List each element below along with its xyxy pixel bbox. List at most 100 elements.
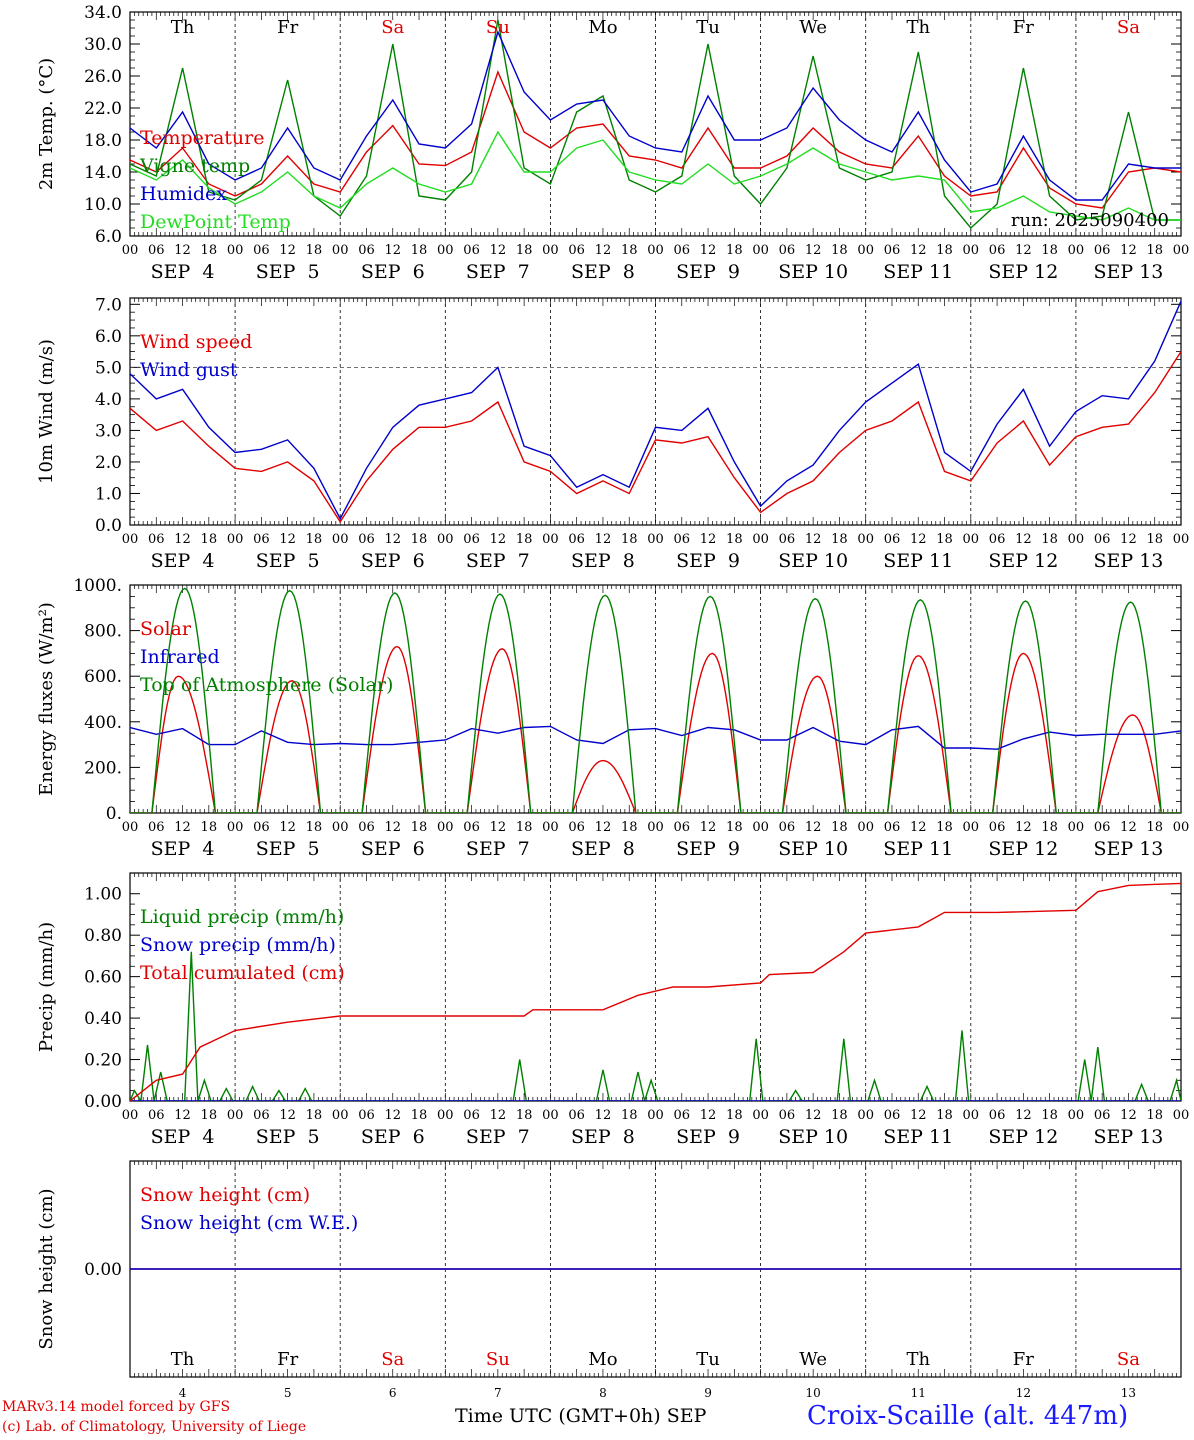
series-group <box>130 19 1181 230</box>
hour-tick-label: 00 <box>227 1108 244 1123</box>
hour-tick-label: 00 <box>1173 820 1190 835</box>
date-label: SEP 9 <box>676 838 740 860</box>
hour-tick-label: 06 <box>148 820 165 835</box>
day-number-label: 6 <box>389 1386 397 1400</box>
hour-tick-label: 18 <box>936 532 953 547</box>
hour-tick-label: 06 <box>884 532 901 547</box>
panel-1: 0.0 1.0 2.0 3.0 4.0 5.0 6.0 7.0 10m Wind (m/s) Wi… <box>36 295 1189 572</box>
hour-tick-label: 18 <box>516 1108 533 1123</box>
date-label: SEP 10 <box>778 838 848 860</box>
series-solar <box>130 645 1181 813</box>
date-label: SEP 5 <box>256 1126 320 1148</box>
date-label: SEP 12 <box>988 550 1058 572</box>
date-label: SEP 5 <box>256 261 320 283</box>
hour-tick-label: 00 <box>857 1108 874 1123</box>
hour-tick-label: 00 <box>542 820 559 835</box>
y-axis-label: Energy fluxes (W/m²) <box>36 602 57 796</box>
hour-tick-label: 18 <box>726 243 743 258</box>
panel-0: 6.0 10.0 14.0 18.0 22.0 26.0 30.0 34.0 2m Temp. … <box>36 3 1189 283</box>
weekday-label: Sa <box>381 17 404 38</box>
legend-series-vigne-temp: Vigne temp <box>139 155 250 177</box>
hour-tick-label: 06 <box>1094 243 1111 258</box>
hour-tick-label: 00 <box>332 532 349 547</box>
hour-tick-label: 18 <box>1041 243 1058 258</box>
hour-tick-label: 06 <box>989 1108 1006 1123</box>
hour-tick-label: 18 <box>936 820 953 835</box>
date-label: SEP 6 <box>361 1126 425 1148</box>
hour-tick-label: 06 <box>779 532 796 547</box>
hour-tick-label: 12 <box>490 1108 507 1123</box>
y-tick-label: 200. <box>84 758 122 778</box>
hour-tick-label: 06 <box>674 1108 691 1123</box>
hour-tick-label: 06 <box>779 820 796 835</box>
hour-tick-label: 12 <box>595 820 612 835</box>
hour-tick-label: 12 <box>490 243 507 258</box>
series-wind-speed <box>130 351 1181 524</box>
hour-tick-label: 12 <box>174 820 191 835</box>
y-tick-label: 0.80 <box>84 926 122 946</box>
station-title: Croix-Scaille (alt. 447m) <box>807 1401 1129 1431</box>
hour-tick-label: 18 <box>831 243 848 258</box>
weekday-label: Th <box>171 17 195 38</box>
date-label: SEP 13 <box>1094 1126 1164 1148</box>
hour-tick-label: 18 <box>201 532 218 547</box>
date-label: SEP 4 <box>151 550 215 572</box>
date-label: SEP 8 <box>571 1126 635 1148</box>
date-label: SEP 8 <box>571 261 635 283</box>
y-tick-label: 0.0 <box>95 516 122 536</box>
hour-tick-label: 06 <box>358 532 375 547</box>
hour-tick-label: 18 <box>831 532 848 547</box>
series-infrared <box>130 725 1181 750</box>
y-tick-label: 7.0 <box>95 295 122 315</box>
hour-tick-label: 06 <box>148 243 165 258</box>
hour-tick-label: 12 <box>1120 532 1137 547</box>
weekday-label: Fr <box>1013 17 1034 38</box>
day-number-label: 7 <box>494 1386 502 1400</box>
hour-tick-label: 18 <box>411 1108 428 1123</box>
hour-tick-label: 18 <box>621 532 638 547</box>
hour-tick-label: 18 <box>201 243 218 258</box>
day-number-label: 9 <box>704 1386 712 1400</box>
hour-tick-label: 12 <box>910 1108 927 1123</box>
hour-tick-label: 06 <box>884 243 901 258</box>
hour-tick-label: 00 <box>752 820 769 835</box>
hour-tick-label: 00 <box>647 1108 664 1123</box>
hour-tick-label: 06 <box>568 532 585 547</box>
day-number-label: 11 <box>911 1386 926 1400</box>
hour-tick-label: 18 <box>201 820 218 835</box>
hour-tick-label: 00 <box>752 532 769 547</box>
day-number-label: 5 <box>284 1386 292 1400</box>
day-number-label: 12 <box>1016 1386 1031 1400</box>
y-tick-label: 26.0 <box>84 67 122 87</box>
weekday-label: We <box>799 17 827 38</box>
date-label: SEP 11 <box>883 261 953 283</box>
y-tick-label: 34.0 <box>84 3 122 23</box>
hour-tick-label: 06 <box>358 820 375 835</box>
date-label: SEP 12 <box>988 838 1058 860</box>
y-tick-label: 4.0 <box>95 390 122 410</box>
date-label: SEP 7 <box>466 1126 530 1148</box>
y-tick-label: 22.0 <box>84 99 122 119</box>
date-label: SEP 9 <box>676 550 740 572</box>
panel-2: 0. 200. 400. 600. 800. 1000. Energy fluxes (W/… <box>36 576 1189 860</box>
hour-tick-label: 18 <box>726 820 743 835</box>
hour-tick-label: 00 <box>963 1108 980 1123</box>
series-vigne-temp <box>130 19 1181 230</box>
hour-tick-label: 18 <box>306 1108 323 1123</box>
y-tick-label: 400. <box>84 713 122 733</box>
date-label: SEP 12 <box>988 261 1058 283</box>
series-temperature <box>130 70 1181 209</box>
hour-tick-label: 18 <box>1146 1108 1163 1123</box>
hour-tick-label: 00 <box>1173 243 1190 258</box>
legend-series-temperature: Temperature <box>140 127 264 149</box>
series-group <box>130 587 1181 813</box>
series-humidex <box>130 29 1181 201</box>
hour-tick-label: 00 <box>1068 243 1085 258</box>
date-label: SEP 10 <box>778 1126 848 1148</box>
hour-tick-label: 00 <box>752 243 769 258</box>
weekday-label: Tu <box>696 17 720 38</box>
series-liquid-precip-mm-h <box>130 951 1181 1101</box>
hour-tick-label: 12 <box>384 532 401 547</box>
y-tick-label: 1.00 <box>84 885 122 905</box>
hour-tick-label: 06 <box>989 820 1006 835</box>
